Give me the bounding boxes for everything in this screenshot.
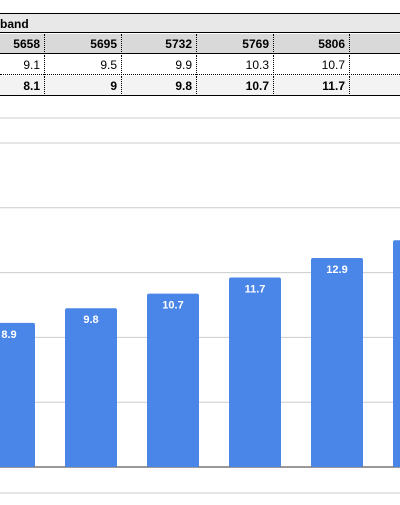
table-title: band xyxy=(0,17,29,31)
bar-value-label: 9.8 xyxy=(83,314,98,326)
bar[interactable] xyxy=(65,308,117,467)
data-cell[interactable]: 11.7 xyxy=(274,76,350,96)
table-row: 8.1 9 9.8 10.7 11.7 1 xyxy=(0,76,400,96)
chart-canvas: 8.9 9.8 10.7 11.7 12.9 xyxy=(0,117,400,494)
bar-value-label: 8.9 xyxy=(1,329,16,341)
data-cell[interactable]: 10.7 xyxy=(197,76,274,96)
table-header-row: 5658 5695 5732 5769 5806 5 xyxy=(0,34,400,54)
header-cell[interactable]: 5 xyxy=(350,34,400,54)
data-cell[interactable]: 1 xyxy=(350,76,400,96)
data-cell[interactable]: 9.1 xyxy=(0,55,45,75)
data-cell[interactable]: 9.8 xyxy=(122,76,197,96)
bar[interactable] xyxy=(311,258,363,467)
header-cell[interactable]: 5658 xyxy=(0,34,45,54)
data-cell[interactable]: 1 xyxy=(350,55,400,75)
bar[interactable] xyxy=(393,240,400,467)
table-row: 9.1 9.5 9.9 10.3 10.7 1 xyxy=(0,55,400,75)
header-cell[interactable]: 5806 xyxy=(274,34,350,54)
data-table: band 5658 5695 5732 5769 5806 5 9.1 9.5 … xyxy=(0,13,400,98)
header-cell[interactable]: 5769 xyxy=(197,34,274,54)
data-cell[interactable]: 9.5 xyxy=(45,55,122,75)
bar[interactable] xyxy=(229,277,281,467)
data-cell[interactable]: 10.7 xyxy=(274,55,350,75)
data-cell[interactable]: 8.1 xyxy=(0,76,45,96)
bar-value-label: 10.7 xyxy=(162,300,183,312)
bar-value-label: 11.7 xyxy=(245,283,266,295)
data-cell[interactable]: 9.9 xyxy=(122,55,197,75)
bar[interactable] xyxy=(147,293,199,467)
bar[interactable] xyxy=(0,322,35,467)
bar-value-label: 12.9 xyxy=(326,264,347,276)
data-cell[interactable]: 9 xyxy=(45,76,122,96)
data-cell[interactable]: 10.3 xyxy=(197,55,274,75)
header-cell[interactable]: 5695 xyxy=(45,34,122,54)
bar-chart[interactable]: 8.9 9.8 10.7 11.7 12.9 xyxy=(0,98,400,505)
table-title-row: band xyxy=(0,13,400,33)
header-cell[interactable]: 5732 xyxy=(122,34,197,54)
